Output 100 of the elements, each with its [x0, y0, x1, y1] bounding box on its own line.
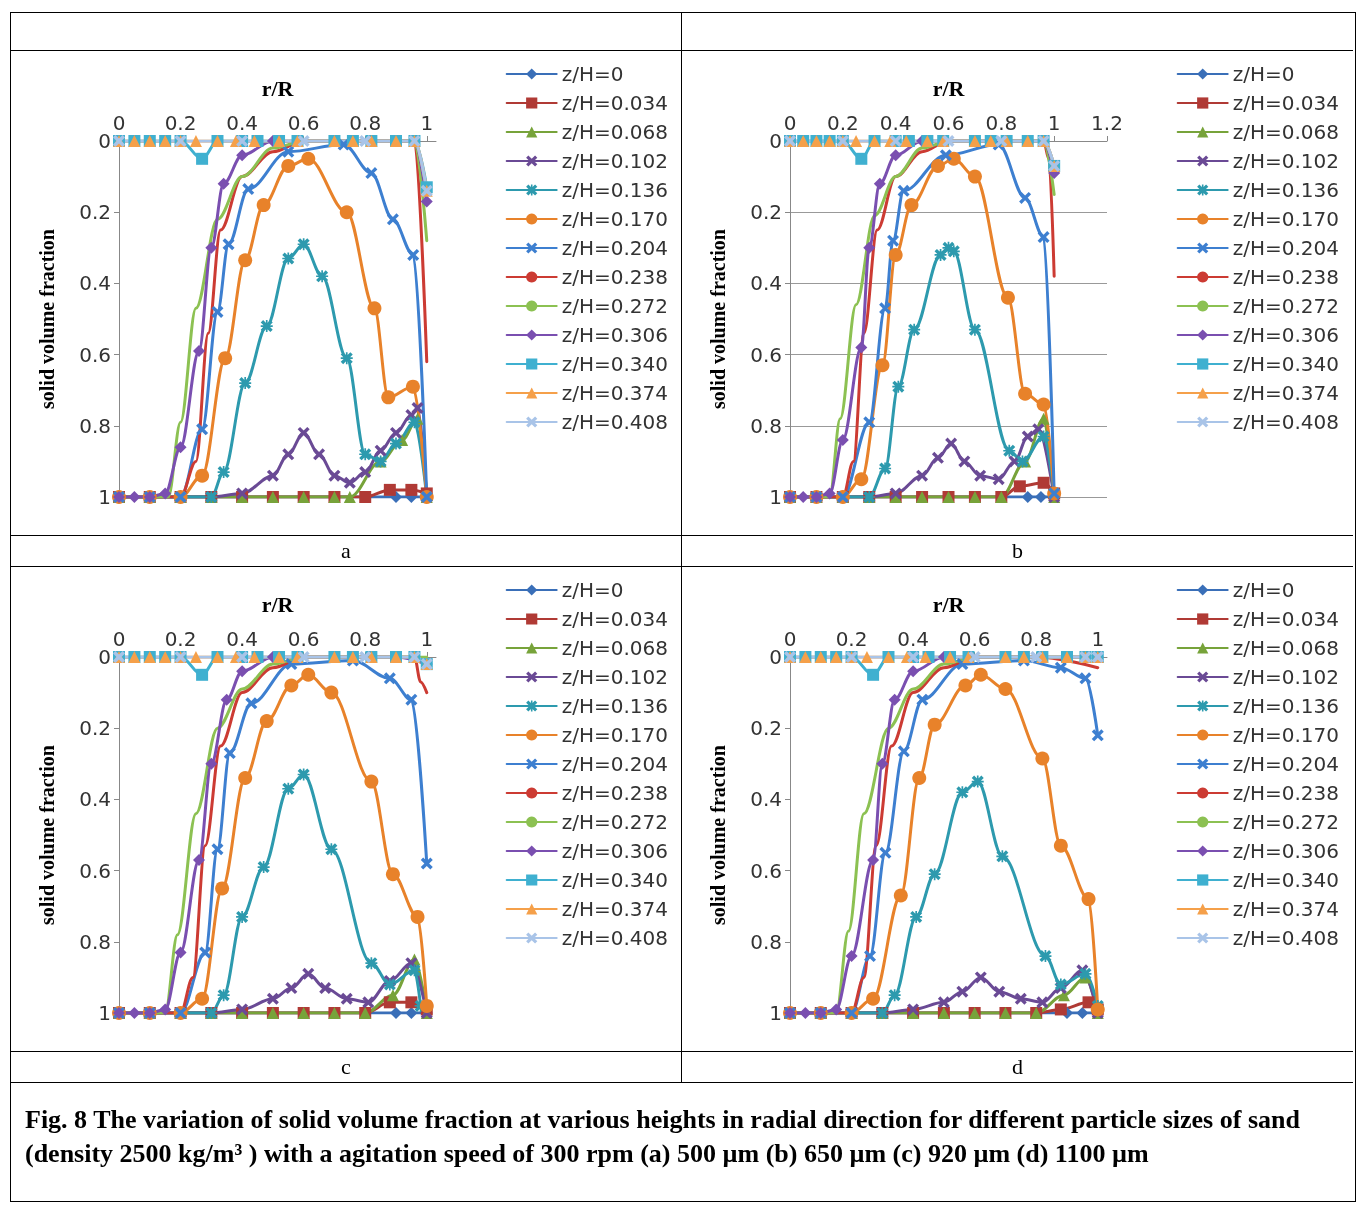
- legend-label: z/H=0.374: [1232, 897, 1340, 921]
- legend-label: z/H=0: [561, 578, 624, 602]
- y-tick-label: 0.2: [79, 716, 111, 741]
- x-tick-label: 0.6: [932, 111, 965, 135]
- legend-label: z/H=0.272: [561, 810, 669, 834]
- legend-label: z/H=0.102: [1232, 665, 1340, 689]
- text: d: [682, 1051, 1353, 1082]
- legend-label: z/H=0.306: [1232, 839, 1340, 863]
- legend-label: z/H=0.136: [561, 694, 669, 718]
- legend-label: z/H=0.102: [561, 149, 669, 173]
- x-tick-label: 0.4: [226, 111, 259, 135]
- y-tick-label: 0.2: [750, 716, 782, 741]
- legend-label: z/H=0.204: [1232, 752, 1340, 776]
- legend-label: z/H=0.068: [561, 636, 669, 660]
- y-tick-label: 0: [769, 129, 782, 153]
- y-tick-label: 0: [98, 129, 111, 153]
- legend-label: z/H=0.306: [1232, 323, 1340, 347]
- x-tick-label: 1: [1091, 627, 1105, 651]
- x-axis-title: r/R: [261, 591, 295, 617]
- legend-label: z/H=0.340: [561, 868, 669, 892]
- legend-label: z/H=0.408: [561, 926, 669, 950]
- y-tick-label: 0: [98, 645, 111, 669]
- legend-label: z/H=0.136: [1232, 694, 1340, 718]
- legend-label: z/H=0.340: [561, 352, 669, 376]
- legend-label: z/H=0.374: [561, 897, 669, 921]
- y-tick-label: 1: [98, 1001, 111, 1025]
- legend-label: z/H=0.374: [1232, 381, 1340, 405]
- legend-label: z/H=0.408: [561, 410, 669, 434]
- x-tick-label: 0.4: [226, 627, 259, 651]
- y-tick-label: 0.4: [79, 787, 111, 812]
- legend-label: z/H=0.238: [1232, 265, 1340, 289]
- y-tick-label: 0.6: [750, 342, 782, 367]
- text: c: [11, 1051, 681, 1082]
- legend-label: z/H=0: [1232, 578, 1295, 602]
- legend-label: z/H=0.340: [1232, 868, 1340, 892]
- y-axis-title: solid volume fraction: [36, 745, 58, 925]
- legend-label: z/H=0.204: [1232, 236, 1340, 260]
- legend-label: z/H=0.306: [561, 323, 669, 347]
- legend-label: z/H=0.374: [561, 381, 669, 405]
- y-tick-label: 0.8: [750, 413, 782, 438]
- x-tick-label: 0.6: [287, 111, 320, 135]
- caption: Fig. 8 The variation of solid volume fraction at various heights in radial direction for different particle sizes of sand (density 2500 kg/m³ ) with a agitation speed of 300 rpm (a) 500 µm (b) 650 µm (c) 920 µm (d) 1100 µm: [25, 1104, 1301, 1170]
- x-axis-title: r/R: [932, 591, 966, 617]
- y-tick-label: 0.8: [750, 929, 782, 954]
- legend-label: z/H=0.034: [561, 91, 669, 115]
- y-tick-label: 0.6: [79, 342, 111, 367]
- legend-label: z/H=0.068: [561, 120, 669, 144]
- y-tick-label: 0.8: [79, 929, 111, 954]
- legend-label: z/H=0.068: [1232, 120, 1340, 144]
- y-axis-title: solid volume fraction: [36, 229, 58, 409]
- y-tick-label: 0.4: [750, 271, 782, 296]
- y-tick-label: 1: [98, 485, 111, 509]
- x-tick-label: 0.2: [164, 627, 197, 651]
- legend-label: z/H=0.238: [561, 265, 669, 289]
- x-tick-label: 0.6: [287, 627, 320, 651]
- legend-label: z/H=0.272: [1232, 294, 1340, 318]
- y-tick-label: 0.8: [79, 413, 111, 438]
- y-tick-label: 0: [769, 645, 782, 669]
- y-tick-label: 0.4: [750, 787, 782, 812]
- legend-label: z/H=0.272: [1232, 810, 1340, 834]
- legend-label: z/H=0.136: [1232, 178, 1340, 202]
- legend-label: z/H=0.034: [1232, 607, 1340, 631]
- legend-label: z/H=0.068: [1232, 636, 1340, 660]
- x-tick-label: 1: [1047, 111, 1061, 135]
- x-tick-label: 0.8: [349, 627, 382, 651]
- legend-label: z/H=0: [561, 62, 624, 86]
- x-tick-label: 0.4: [897, 627, 930, 651]
- legend-label: z/H=0.170: [561, 207, 669, 231]
- x-tick-label: 0.4: [879, 111, 912, 135]
- x-tick-label: 1.2: [1091, 111, 1123, 135]
- y-tick-label: 0.2: [750, 200, 782, 225]
- legend-label: z/H=0.034: [561, 607, 669, 631]
- legend-label: z/H=0.204: [561, 752, 669, 776]
- legend-label: z/H=0.408: [1232, 410, 1340, 434]
- y-tick-label: 0.6: [750, 858, 782, 883]
- y-tick-label: 0.2: [79, 200, 111, 225]
- y-tick-label: 0.6: [79, 858, 111, 883]
- legend-label: z/H=0.238: [561, 781, 669, 805]
- legend-label: z/H=0.238: [1232, 781, 1340, 805]
- legend-label: z/H=0.408: [1232, 926, 1340, 950]
- x-tick-label: 0.2: [835, 627, 868, 651]
- legend-label: z/H=0.170: [1232, 207, 1340, 231]
- legend-label: z/H=0.170: [1232, 723, 1340, 747]
- y-axis-title: solid volume fraction: [707, 745, 729, 925]
- legend-label: z/H=0.306: [561, 839, 669, 863]
- legend-label: z/H=0.102: [1232, 149, 1340, 173]
- legend-label: z/H=0.340: [1232, 352, 1340, 376]
- x-tick-label: 1: [420, 627, 434, 651]
- legend-label: z/H=0.034: [1232, 91, 1340, 115]
- legend-label: z/H=0.272: [561, 294, 669, 318]
- x-tick-label: 1: [420, 111, 434, 135]
- y-axis-title: solid volume fraction: [707, 229, 729, 409]
- x-tick-label: 0.6: [958, 627, 991, 651]
- x-tick-label: 0.2: [826, 111, 859, 135]
- text: a: [11, 535, 681, 566]
- x-tick-label: 0.8: [985, 111, 1018, 135]
- legend-label: z/H=0.204: [561, 236, 669, 260]
- x-tick-label: 0.8: [349, 111, 382, 135]
- legend-label: z/H=0: [1232, 62, 1295, 86]
- x-axis-title: r/R: [932, 75, 966, 101]
